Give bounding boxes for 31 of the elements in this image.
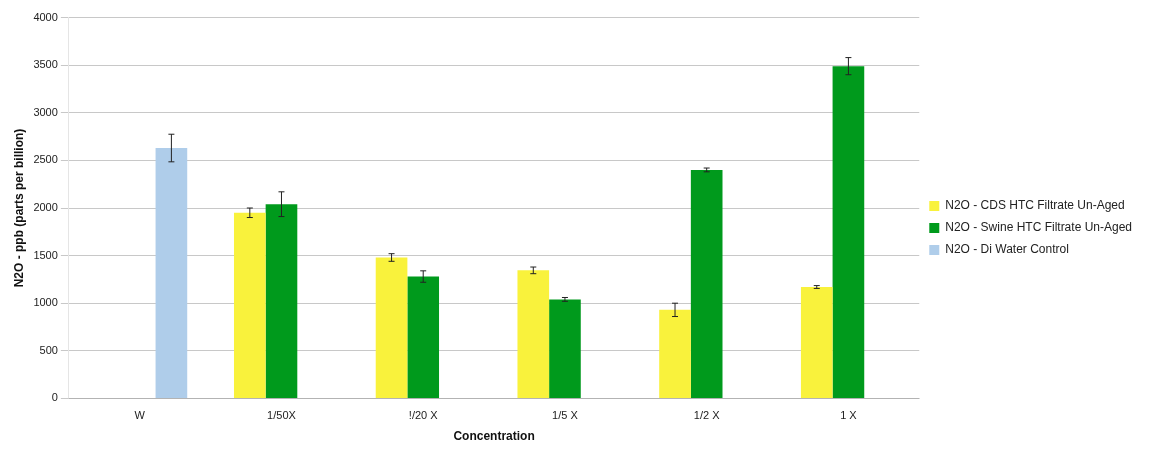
y-tick-label: 2500 [33, 153, 58, 166]
x-tick-label: 1/2 X [693, 409, 721, 422]
x-tick-label: !/20 X [408, 409, 439, 422]
x-tick-label: W [134, 409, 146, 422]
y-tick-label: 4000 [33, 10, 58, 23]
legend-label: N2O - Swine HTC Filtrate Un-Aged [945, 220, 1133, 235]
bar [659, 309, 691, 398]
bar [155, 148, 188, 398]
bar [233, 212, 266, 398]
y-tick-label: 3000 [33, 105, 58, 118]
bar [549, 299, 581, 398]
y-tick-label: 2000 [33, 201, 58, 214]
y-tick-label: 3500 [33, 58, 58, 71]
y-tick-label: 1500 [33, 248, 58, 261]
y-tick-label: 0 [51, 391, 58, 404]
y-tick-label: 1000 [33, 296, 58, 309]
x-tick-label: 1/5 X [552, 409, 579, 422]
y-axis-title: N2O - ppb (parts per billion) [11, 128, 26, 288]
bar [265, 204, 298, 398]
bar [800, 287, 833, 398]
legend-label: N2O - CDS HTC Filtrate Un-Aged [945, 198, 1125, 213]
bar [690, 169, 723, 398]
x-tick-label: 1 X [840, 409, 858, 422]
bar [407, 276, 440, 398]
y-tick-label: 500 [39, 343, 58, 356]
bar [517, 270, 550, 398]
bar [832, 66, 865, 398]
x-tick-label: 1/50X [267, 409, 297, 422]
legend-label: N2O - Di Water Control [945, 242, 1069, 257]
bar [375, 257, 408, 398]
x-axis-title: Concentration [453, 429, 535, 444]
